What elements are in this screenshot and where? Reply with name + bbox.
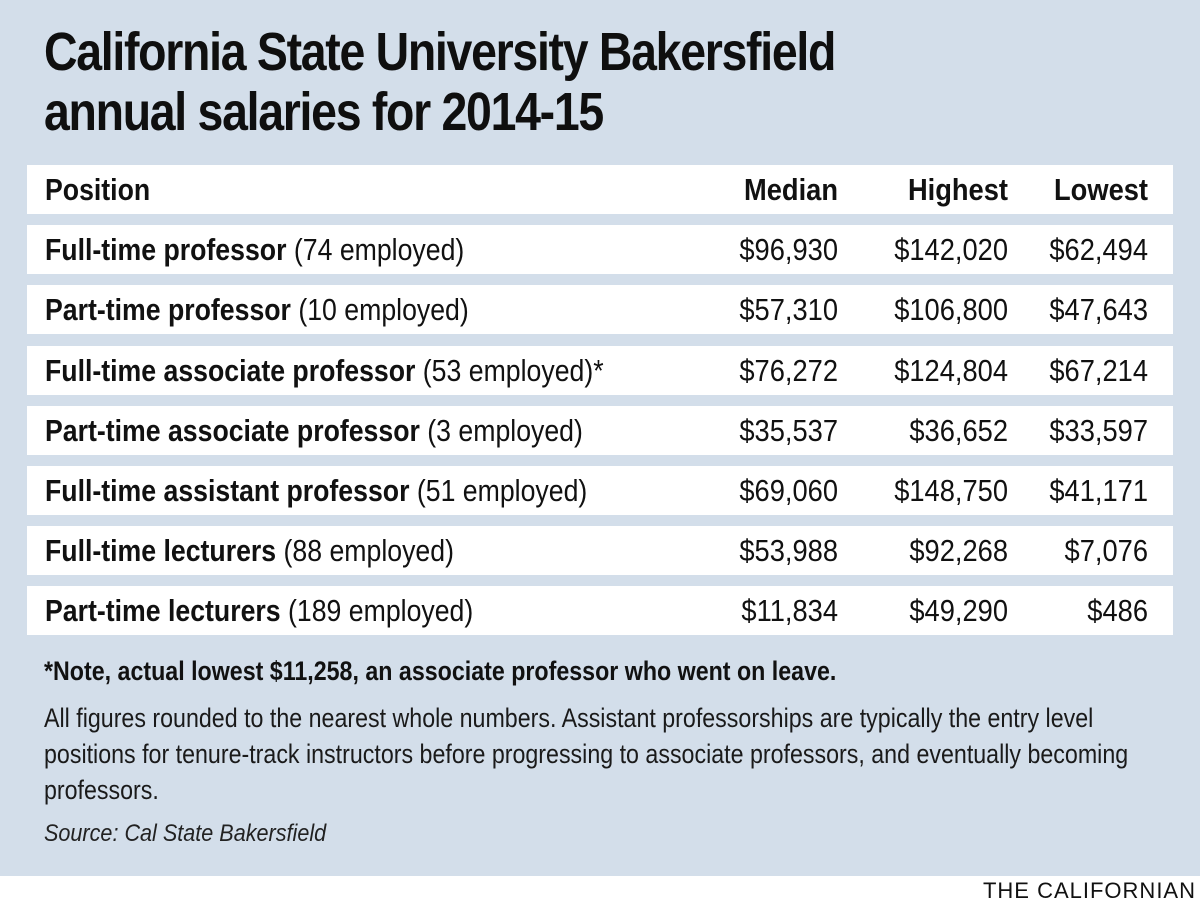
highest-value: $106,800 <box>894 292 1008 328</box>
lowest-value: $67,214 <box>1049 352 1148 388</box>
employed-count: (189 employed) <box>288 593 474 629</box>
lowest-value: $7,076 <box>1064 533 1148 569</box>
highest-value: $92,268 <box>909 533 1008 569</box>
highest-value: $142,020 <box>894 232 1008 268</box>
title-line-2: annual salaries for 2014-15 <box>44 82 604 142</box>
median-value: $35,537 <box>739 412 838 448</box>
header-highest: Highest <box>907 172 1008 207</box>
position-name: Full-time assistant professor <box>45 473 410 508</box>
lowest-value: $33,597 <box>1049 412 1148 448</box>
highest-value: $148,750 <box>894 473 1008 508</box>
chart-title: California State University Bakersfield … <box>44 22 1024 142</box>
lowest-value: $47,643 <box>1049 292 1148 328</box>
title-line-1: California State University Bakersfield <box>44 22 836 82</box>
lowest-value: $41,171 <box>1049 473 1148 508</box>
table-row: Part-time professor (10 employed) $57,310… <box>27 285 1173 335</box>
position-name: Full-time lecturers <box>45 533 277 569</box>
table-row: Full-time associate professor (53 employ… <box>27 345 1173 395</box>
position-cell: Full-time lecturers (88 employed) <box>45 526 454 575</box>
employed-count: (10 employed) <box>298 292 469 328</box>
highest-value: $124,804 <box>894 352 1008 388</box>
graphic-panel: California State University Bakersfield … <box>0 0 1200 876</box>
salary-table: Position Median Highest Lowest Full-time… <box>27 165 1173 636</box>
header-median: Median <box>744 172 838 207</box>
position-cell: Full-time associate professor (53 employ… <box>45 346 604 395</box>
median-value: $76,272 <box>739 352 838 388</box>
source-line: Source: Cal State Bakersfield <box>44 820 327 847</box>
employed-count: (74 employed) <box>293 232 465 268</box>
position-cell: Full-time assistant professor (51 employ… <box>45 466 587 515</box>
employed-count: (88 employed) <box>283 533 454 569</box>
median-value: $57,310 <box>739 292 838 328</box>
header-lowest: Lowest <box>1054 172 1148 207</box>
lowest-value: $486 <box>1087 593 1148 629</box>
position-name: Part-time professor <box>45 292 291 328</box>
position-name: Part-time associate professor <box>45 412 420 448</box>
position-name: Full-time associate professor <box>45 352 416 388</box>
table-row: Full-time professor (74 employed) $96,930… <box>27 225 1173 275</box>
position-name: Part-time lecturers <box>45 593 281 629</box>
median-value: $69,060 <box>739 473 838 508</box>
highest-value: $36,652 <box>909 412 1008 448</box>
footnote: *Note, actual lowest $11,258, an associa… <box>44 656 837 686</box>
table-row: Full-time lecturers (88 employed) $53,988… <box>27 526 1173 576</box>
table-row: Part-time associate professor (3 employe… <box>27 405 1173 455</box>
employed-count: (3 employed) <box>427 412 583 448</box>
position-name: Full-time professor <box>45 232 287 268</box>
median-value: $53,988 <box>739 533 838 569</box>
description-text: All figures rounded to the nearest whole… <box>44 703 1129 805</box>
lowest-value: $62,494 <box>1049 232 1148 268</box>
table-row: Full-time assistant professor (51 employ… <box>27 466 1173 515</box>
position-cell: Full-time professor (74 employed) <box>45 225 464 274</box>
position-cell: Part-time associate professor (3 employe… <box>45 406 583 455</box>
employed-count: (51 employed) <box>416 473 588 508</box>
highest-value: $49,290 <box>909 593 1008 629</box>
header-position: Position <box>45 172 151 207</box>
table-row: Part-time lecturers (189 employed) $11,83… <box>27 586 1173 636</box>
publisher-credit: THE CALIFORNIAN <box>982 878 1196 903</box>
table-header-row: Position Median Highest Lowest <box>27 165 1173 214</box>
position-cell: Part-time lecturers (189 employed) <box>45 586 473 635</box>
median-value: $11,834 <box>741 593 838 629</box>
median-value: $96,930 <box>739 232 838 268</box>
employed-count: (53 employed)* <box>422 352 604 388</box>
position-cell: Part-time professor (10 employed) <box>45 285 469 334</box>
